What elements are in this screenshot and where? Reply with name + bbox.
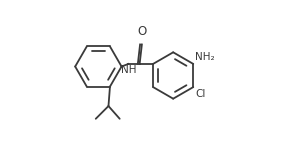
Text: O: O	[138, 26, 147, 39]
Text: NH: NH	[121, 65, 136, 75]
Text: NH₂: NH₂	[195, 52, 215, 62]
Text: Cl: Cl	[195, 89, 205, 99]
